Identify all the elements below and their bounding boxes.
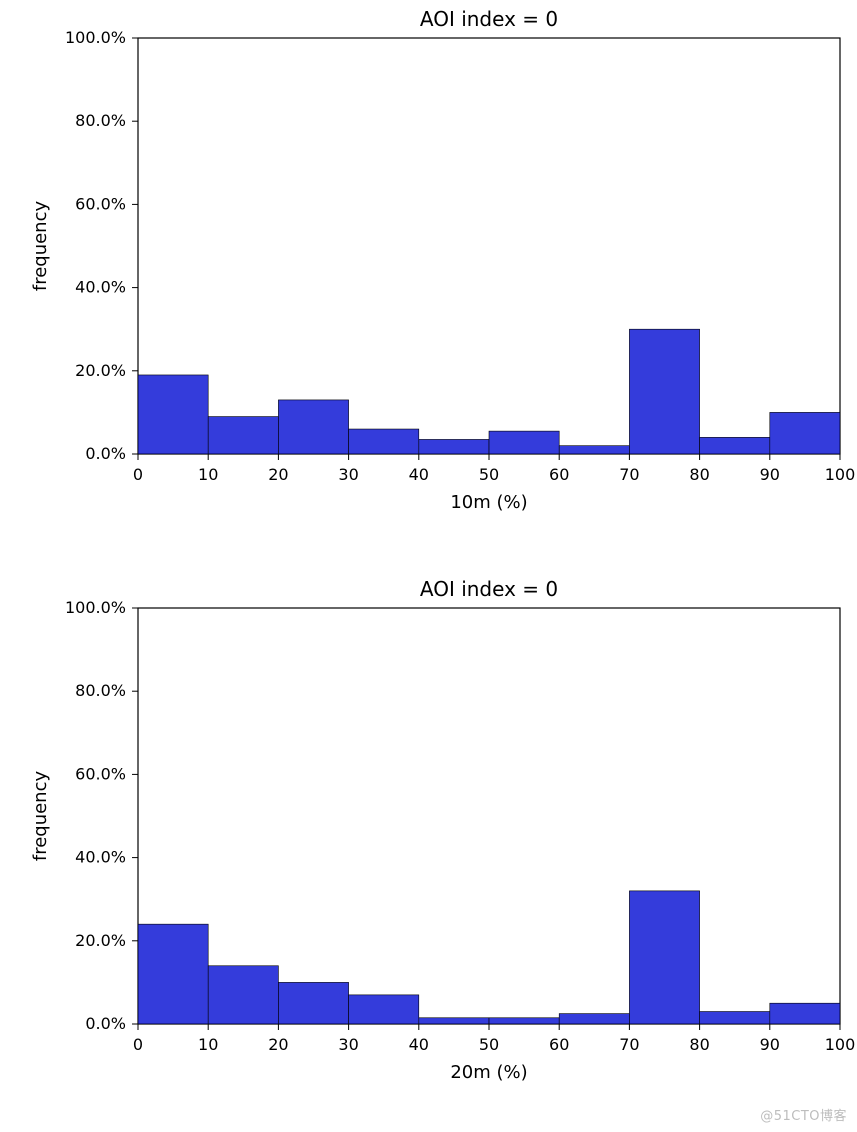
histogram-bar [419, 439, 489, 454]
histogram-bar [489, 1018, 559, 1024]
x-tick-label: 40 [409, 1035, 429, 1054]
y-tick-label: 60.0% [75, 194, 126, 213]
y-tick-label: 40.0% [75, 848, 126, 867]
x-tick-label: 90 [760, 465, 780, 484]
histogram-bar [419, 1018, 489, 1024]
x-tick-label: 70 [619, 1035, 639, 1054]
x-tick-label: 100 [825, 465, 856, 484]
x-tick-label: 30 [338, 1035, 358, 1054]
histogram-bar [629, 891, 699, 1024]
x-axis-label: 20m (%) [450, 1062, 527, 1083]
x-tick-label: 20 [268, 465, 288, 484]
histogram-bar [349, 429, 419, 454]
x-tick-label: 10 [198, 465, 218, 484]
y-tick-label: 20.0% [75, 931, 126, 950]
x-tick-label: 100 [825, 1035, 856, 1054]
histogram-bar [489, 431, 559, 454]
x-axis-label: 10m (%) [450, 492, 527, 513]
x-tick-label: 20 [268, 1035, 288, 1054]
histogram-bar [349, 995, 419, 1024]
y-tick-label: 80.0% [75, 111, 126, 130]
y-tick-label: 40.0% [75, 278, 126, 297]
x-tick-label: 80 [689, 1035, 709, 1054]
histogram-bar [278, 400, 348, 454]
plot-border [138, 38, 840, 454]
x-tick-label: 0 [133, 1035, 143, 1054]
histogram-bar [208, 966, 278, 1024]
x-tick-label: 60 [549, 1035, 569, 1054]
histogram-bar [208, 417, 278, 454]
x-tick-label: 10 [198, 1035, 218, 1054]
x-tick-label: 0 [133, 465, 143, 484]
watermark: @51CTO博客 [760, 1105, 847, 1124]
histogram-panel: 0 10 20 30 40 50 60 70 80 90 100 0.0% 20.0% 40.0% 60.0… [30, 7, 855, 513]
y-tick-label: 0.0% [85, 1014, 126, 1033]
chart-title: AOI index = 0 [420, 577, 558, 601]
histogram-bar [629, 329, 699, 454]
x-tick-label: 60 [549, 465, 569, 484]
histogram-bar [278, 982, 348, 1024]
y-tick-label: 100.0% [65, 28, 126, 47]
x-tick-label: 80 [689, 465, 709, 484]
histogram-bar [770, 412, 840, 454]
histogram-bar [559, 446, 629, 454]
y-tick-label: 100.0% [65, 598, 126, 617]
y-axis-label: frequency [30, 201, 51, 292]
histogram-bar [770, 1003, 840, 1024]
y-tick-label: 0.0% [85, 444, 126, 463]
plot-border [138, 608, 840, 1024]
histogram-bar [700, 437, 770, 454]
y-tick-label: 80.0% [75, 681, 126, 700]
histogram-bar [138, 375, 208, 454]
x-tick-label: 70 [619, 465, 639, 484]
x-tick-label: 90 [760, 1035, 780, 1054]
x-tick-label: 40 [409, 465, 429, 484]
chart-canvas: 01020304050607080901000.0%20.0%40.0%60.0… [0, 0, 857, 1128]
y-tick-label: 20.0% [75, 361, 126, 380]
histogram-panel: 0 10 20 30 40 50 60 70 80 90 100 0.0% 20.0% 40.0% 60.0… [30, 577, 855, 1083]
figure: 01020304050607080901000.0%20.0%40.0%60.0… [0, 0, 857, 1128]
y-axis-label: frequency [30, 771, 51, 862]
histogram-bar [700, 1012, 770, 1024]
histogram-bar [138, 924, 208, 1024]
x-tick-label: 30 [338, 465, 358, 484]
chart-title: AOI index = 0 [420, 7, 558, 31]
histogram-bar [559, 1014, 629, 1024]
x-tick-label: 50 [479, 1035, 499, 1054]
x-tick-label: 50 [479, 465, 499, 484]
y-tick-label: 60.0% [75, 764, 126, 783]
